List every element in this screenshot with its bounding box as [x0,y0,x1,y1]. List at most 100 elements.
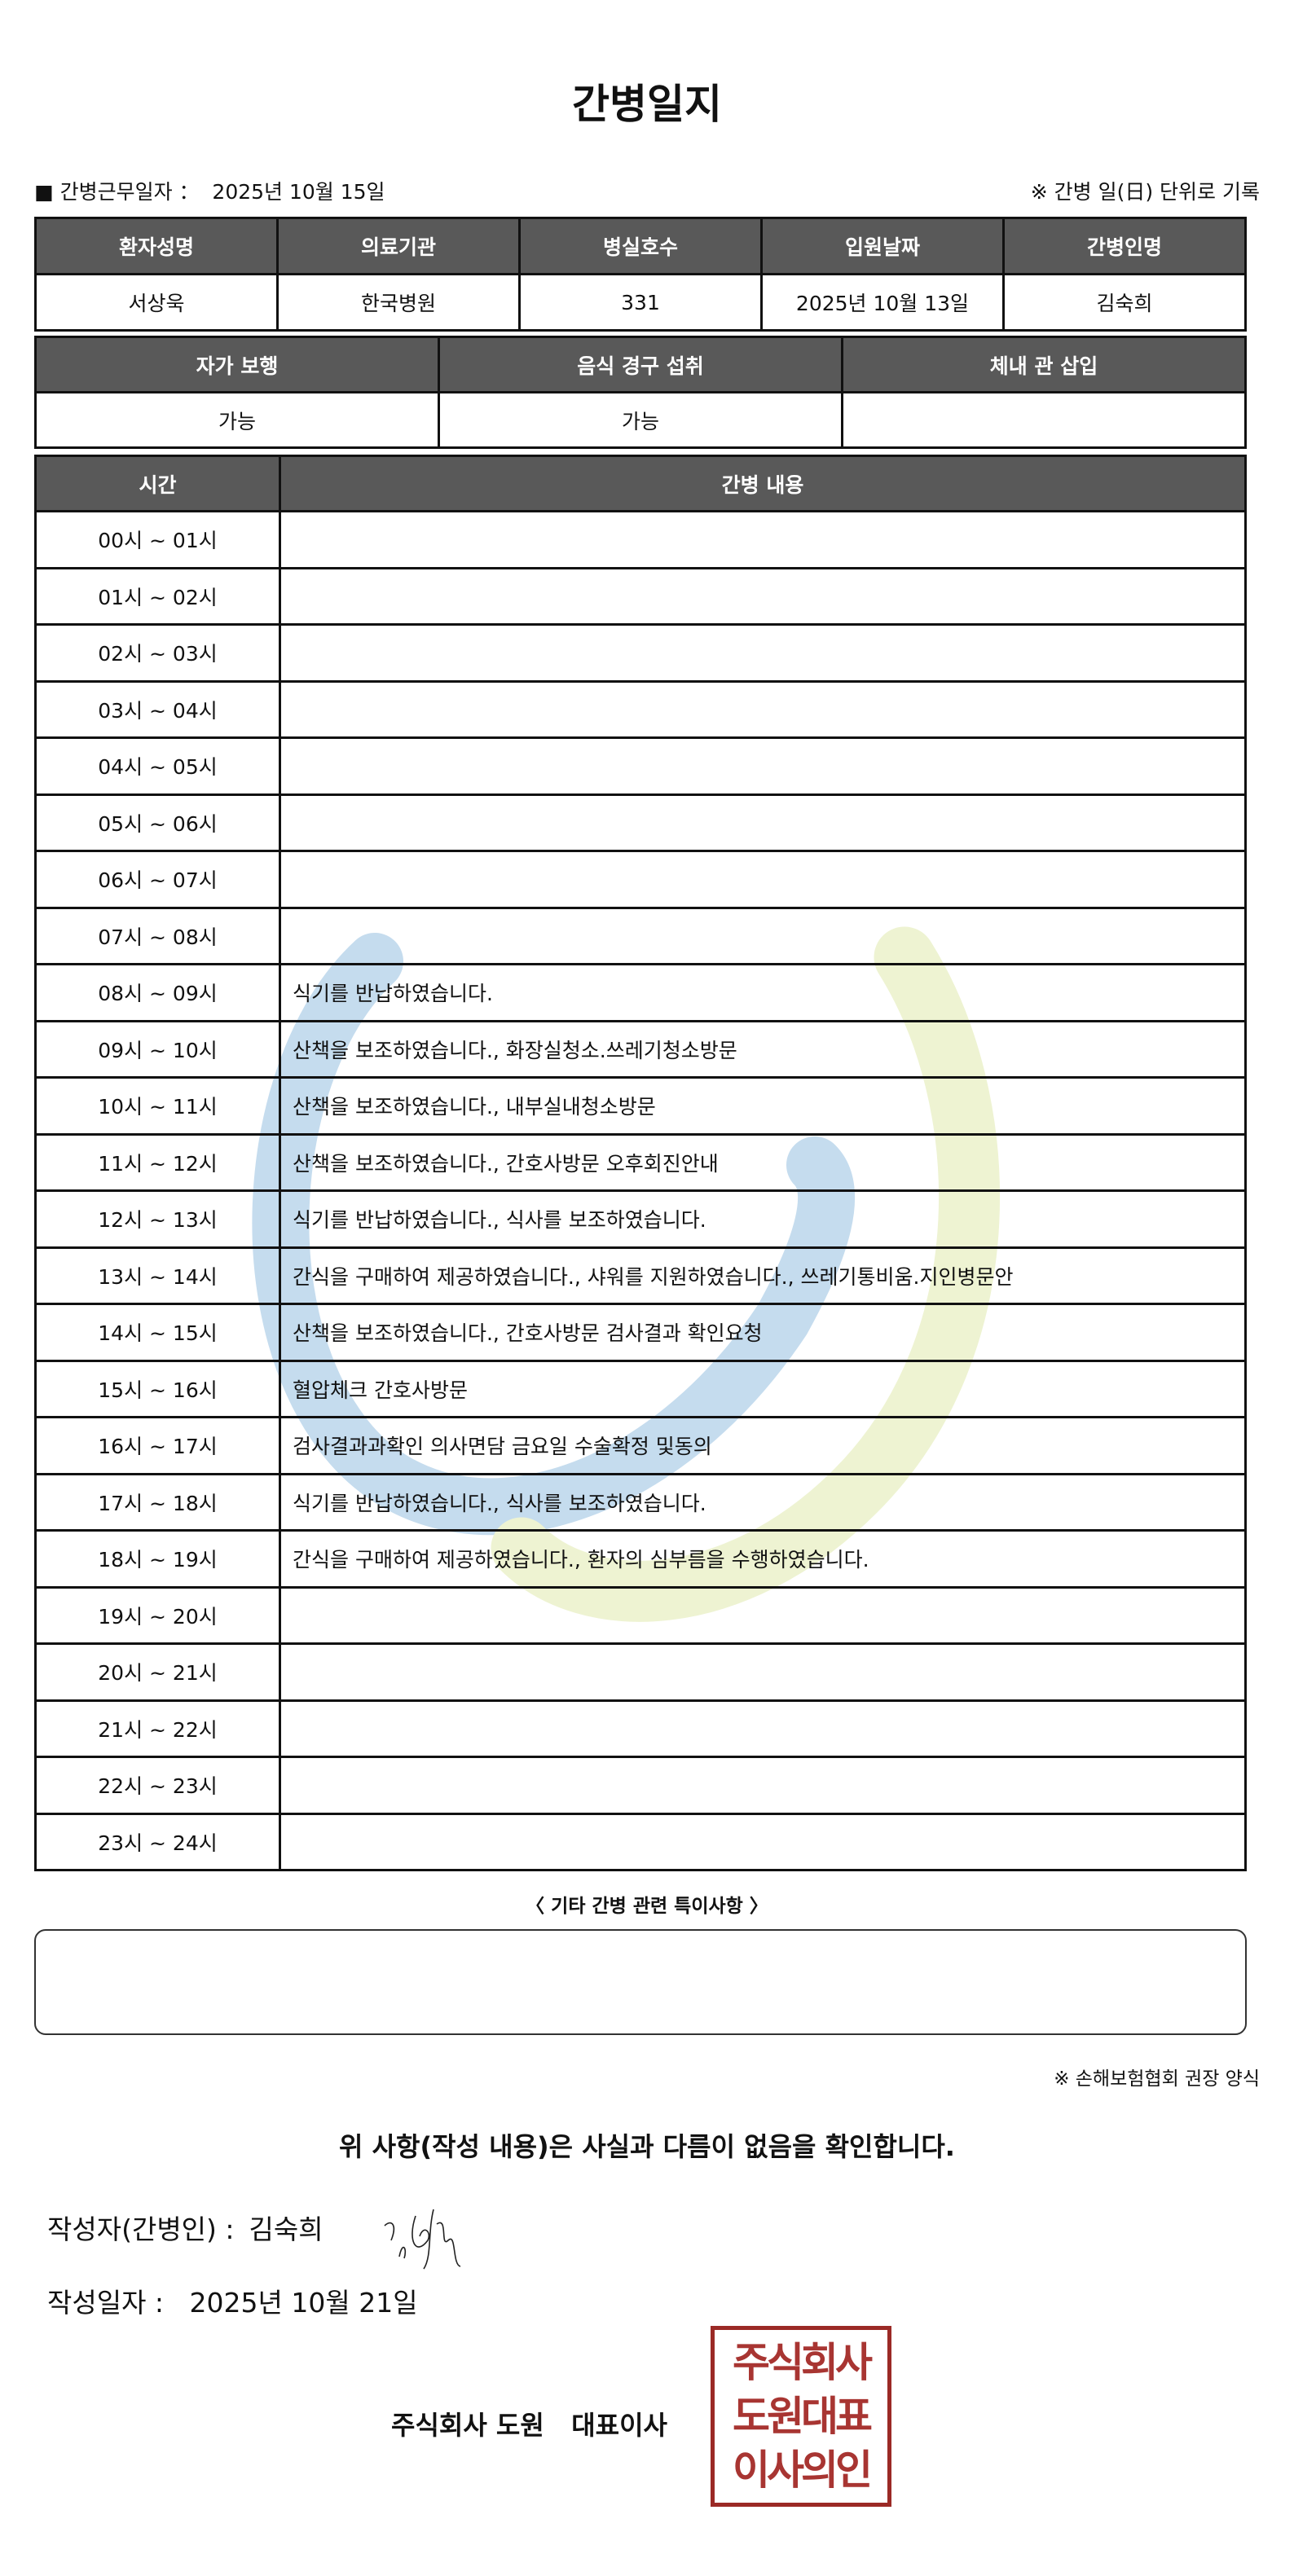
time-cell: 09시 ~ 10시 [34,1019,281,1079]
status-header: 음식 경구 섭취 [438,336,843,393]
patient-header: 의료기관 [276,217,521,275]
table-row: 18시 ~ 19시 간식을 구매하여 제공하였습니다., 환자의 심부름을 수행하… [34,1529,1247,1589]
time-cell: 13시 ~ 14시 [34,1246,281,1305]
remarks-box[interactable] [34,1929,1247,2035]
table-row: 17시 ~ 18시 식기를 반납하였습니다., 식사를 보조하였습니다. [34,1472,1247,1532]
content-cell: 혈압체크 간호사방문 [279,1359,1247,1418]
time-cell: 04시 ~ 05시 [34,736,281,796]
time-cell: 07시 ~ 08시 [34,906,281,965]
content-cell [279,510,1247,569]
time-cell: 00시 ~ 01시 [34,510,281,569]
time-cell: 16시 ~ 17시 [34,1416,281,1475]
table-row: 01시 ~ 02시 [34,566,1247,626]
table-row: 20시 ~ 21시 [34,1642,1247,1702]
content-cell [279,793,1247,852]
content-cell [279,1812,1247,1871]
patient-header: 병실호수 [518,217,763,275]
content-cell [279,1699,1247,1758]
writer-name: 김숙희 [249,2213,324,2245]
table-row: 00시 ~ 01시 [34,510,1247,569]
content-cell: 간식을 구매하여 제공하였습니다., 샤워를 지원하였습니다., 쓰레기통비움.… [279,1246,1247,1305]
time-cell: 12시 ~ 13시 [34,1189,281,1249]
time-cell: 18시 ~ 19시 [34,1529,281,1589]
written-date: 작성일자 : 2025년 10월 21일 [47,2281,418,2320]
seal-text: 이사의인 [733,2446,873,2494]
status-value: 가능 [438,391,843,449]
content-cell [279,679,1247,739]
table-row: 02시 ~ 03시 [34,623,1247,683]
time-cell: 19시 ~ 20시 [34,1585,281,1645]
patient-value: 서상욱 [34,273,279,332]
table-row: 03시 ~ 04시 [34,679,1247,739]
content-cell: 식기를 반납하였습니다., 식사를 보조하였습니다. [279,1189,1247,1249]
content-cell: 산책을 보조하였습니다., 내부실내청소방문 [279,1076,1247,1136]
content-cell: 간식을 구매하여 제공하였습니다., 환자의 심부름을 수행하였습니다. [279,1529,1247,1589]
content-cell: 검사결과과확인 의사면담 금요일 수술확정 및동의 [279,1416,1247,1475]
content-cell: 산책을 보조하였습니다., 간호사방문 오후회진안내 [279,1132,1247,1192]
table-row: 14시 ~ 15시 산책을 보조하였습니다., 간호사방문 검사결과 확인요청 [34,1303,1247,1362]
table-row: 21시 ~ 22시 [34,1699,1247,1758]
table-row: 16시 ~ 17시 검사결과과확인 의사면담 금요일 수술확정 및동의 [34,1416,1247,1475]
content-cell [279,623,1247,683]
confirmation-statement: 위 사항(작성 내용)은 사실과 다름이 없음을 확인합니다. [339,2131,955,2162]
page-title: 간병일지 [572,81,722,128]
table-row: 19시 ~ 20시 [34,1585,1247,1645]
patient-value: 김숙희 [1002,273,1247,332]
care-log-table: 시간 간병 내용 00시 ~ 01시 01시 ~ 02시 02시 ~ 03시 03시 ~… [34,455,1247,1871]
content-cell [279,736,1247,796]
patient-value: 331 [518,273,763,332]
seal-text: 도원대표 [733,2393,873,2440]
work-date-label: ■ 간병근무일자 ： [34,180,200,204]
time-cell: 23시 ~ 24시 [34,1812,281,1871]
table-row: 05시 ~ 06시 [34,793,1247,852]
time-cell: 05시 ~ 06시 [34,793,281,852]
time-cell: 15시 ~ 16시 [34,1359,281,1418]
table-row: 11시 ~ 12시 산책을 보조하였습니다., 간호사방문 오후회진안내 [34,1132,1247,1192]
content-cell [279,906,1247,965]
time-cell: 21시 ~ 22시 [34,1699,281,1758]
signature [384,2209,461,2270]
patient-header: 입원날짜 [760,217,1005,275]
recommendation-note: ※ 손해보험협회 권장 양식 [1054,2068,1260,2090]
table-row: 10시 ~ 11시 산책을 보조하였습니다., 내부실내청소방문 [34,1076,1247,1136]
content-cell [279,850,1247,909]
table-row: 23시 ~ 24시 [34,1812,1247,1871]
written-date-value: 2025년 10월 21일 [189,2287,418,2319]
header-content: 간병 내용 [279,455,1247,512]
patient-header: 환자성명 [34,217,279,275]
time-cell: 10시 ~ 11시 [34,1076,281,1136]
record-note: ※ 간병 일(日) 단위로 기록 [1030,180,1260,204]
status-table: 자가 보행 음식 경구 섭취 체내 관 삽입 가능 가능 [34,336,1247,449]
content-cell [279,1756,1247,1815]
seal-text: 주식회사 [733,2339,873,2386]
content-cell: 식기를 반납하였습니다., 식사를 보조하였습니다. [279,1472,1247,1532]
time-cell: 03시 ~ 04시 [34,679,281,739]
time-cell: 08시 ~ 09시 [34,963,281,1022]
writer-line: 작성자(간병인) : 김숙희 [47,2208,338,2247]
content-cell [279,1642,1247,1702]
status-header: 체내 관 삽입 [841,336,1247,393]
content-cell [279,1585,1247,1645]
status-value: 가능 [34,391,440,449]
work-date: ■ 간병근무일자 ： 2025년 10월 15일 [34,176,385,205]
writer-label: 작성자(간병인) : [47,2213,235,2245]
table-row: 13시 ~ 14시 간식을 구매하여 제공하였습니다., 샤워를 지원하였습니다.… [34,1246,1247,1305]
table-row: 09시 ~ 10시 산책을 보조하였습니다., 화장실청소.쓰레기청소방문 [34,1019,1247,1079]
work-date-value: 2025년 10월 15일 [212,180,385,204]
table-row: 22시 ~ 23시 [34,1756,1247,1815]
table-row: 06시 ~ 07시 [34,850,1247,909]
company-representative: 주식회사 도원 대표이사 [391,2410,667,2441]
table-row: 08시 ~ 09시 식기를 반납하였습니다. [34,963,1247,1022]
content-cell: 산책을 보조하였습니다., 화장실청소.쓰레기청소방문 [279,1019,1247,1079]
time-cell: 01시 ~ 02시 [34,566,281,626]
patient-header: 간병인명 [1002,217,1247,275]
table-row: 12시 ~ 13시 식기를 반납하였습니다., 식사를 보조하였습니다. [34,1189,1247,1249]
table-row: 15시 ~ 16시 혈압체크 간호사방문 [34,1359,1247,1418]
time-cell: 14시 ~ 15시 [34,1303,281,1362]
remarks-label: 〈 기타 간병 관련 특이사항 〉 [526,1896,768,1917]
status-value [841,391,1247,449]
time-cell: 06시 ~ 07시 [34,850,281,909]
content-cell: 산책을 보조하였습니다., 간호사방문 검사결과 확인요청 [279,1303,1247,1362]
table-row: 04시 ~ 05시 [34,736,1247,796]
